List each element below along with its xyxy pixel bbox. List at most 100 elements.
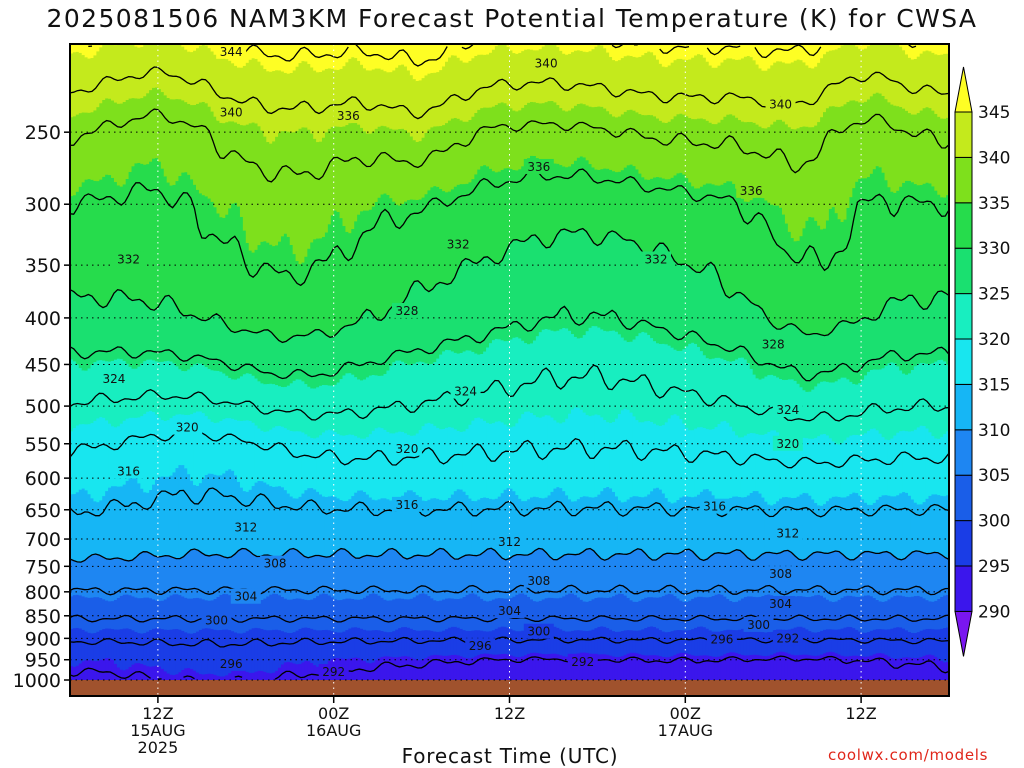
contour-label-bg: [494, 603, 525, 619]
credit-link[interactable]: coolwx.com/models: [828, 746, 989, 764]
temperature-band-cell: [453, 44, 458, 57]
temperature-band-cell: [154, 158, 159, 310]
temperature-band-cell: [275, 385, 279, 427]
temperature-band-cell: [576, 104, 581, 159]
temperature-band-cell: [849, 44, 853, 102]
temperature-band-cell: [339, 68, 344, 128]
temperature-band-cell: [670, 62, 675, 120]
temperature-band-cell: [143, 303, 147, 362]
temperature-band-cell: [787, 323, 792, 380]
contour-label: 292: [772, 630, 803, 646]
temperature-band-cell: [893, 496, 897, 558]
temperature-band-cell: [916, 657, 921, 681]
temperature-band-cell: [316, 44, 320, 73]
temperature-band-cell: [304, 599, 308, 629]
temperature-band-cell: [632, 44, 637, 58]
temperature-band-cell: [940, 437, 944, 497]
contour-label: 304: [765, 595, 796, 611]
temperature-band-cell: [565, 44, 569, 56]
temperature-band-cell: [146, 411, 150, 494]
temperature-band-cell: [588, 164, 593, 238]
temperature-band-cell: [491, 499, 496, 550]
temperature-band-cell: [477, 499, 481, 556]
temperature-band-cell: [330, 430, 335, 497]
temperature-band-cell: [828, 498, 833, 554]
temperature-band-cell: [316, 630, 320, 668]
temperature-band-cell: [565, 328, 569, 420]
temperature-band-cell: [90, 660, 95, 681]
temperature-band-cell: [910, 295, 915, 371]
temperature-band-cell: [436, 498, 440, 551]
temperature-band-cell: [538, 653, 543, 681]
temperature-band-cell: [163, 44, 168, 96]
temperature-band-cell: [729, 297, 733, 363]
temperature-band-cell: [272, 141, 276, 247]
temperature-band-cell: [761, 70, 766, 129]
temperature-band-cell: [779, 61, 783, 121]
temperature-band-cell: [820, 44, 824, 59]
temperature-band-cell: [427, 364, 431, 424]
temperature-band-cell: [102, 44, 106, 101]
temperature-band-cell: [116, 558, 121, 599]
temperature-band-cell: [175, 99, 180, 182]
temperature-band-cell: [304, 44, 308, 63]
temperature-band-cell: [828, 333, 833, 384]
temperature-band-cell: [128, 595, 133, 630]
contour-label-bg: [736, 182, 767, 198]
temperature-band-cell: [784, 601, 789, 631]
temperature-band-cell: [333, 335, 338, 386]
temperature-band-cell: [600, 329, 604, 418]
temperature-band-cell: [298, 44, 303, 64]
temperature-band-cell: [70, 359, 74, 432]
temperature-band-cell: [506, 340, 511, 428]
temperature-band-cell: [820, 595, 824, 632]
contour-label-text: 308: [264, 557, 287, 571]
temperature-band-cell: [201, 44, 206, 103]
temperature-band-cell: [131, 368, 136, 419]
temperature-band-cell: [705, 120, 710, 185]
temperature-band-cell: [518, 169, 522, 242]
temperature-band-cell: [134, 557, 138, 599]
temperature-band-cell: [90, 296, 95, 366]
temperature-band-cell: [823, 228, 827, 337]
temperature-band-cell: [494, 263, 499, 340]
temperature-band-cell: [81, 488, 86, 562]
temperature-band-cell: [793, 44, 798, 62]
temperature-band-cell: [275, 594, 279, 631]
temperature-band-cell: [119, 595, 124, 630]
temperature-band-cell: [201, 195, 206, 322]
temperature-band-cell: [503, 103, 508, 170]
temperature-band-cell: [459, 656, 464, 681]
temperature-band-cell: [295, 379, 300, 432]
contour-label-bg: [443, 236, 474, 252]
temperature-band-cell: [773, 205, 777, 329]
temperature-band-cell: [899, 46, 903, 108]
contour-label-bg: [765, 595, 796, 611]
temperature-band-cell: [702, 119, 707, 186]
temperature-band-cell: [937, 44, 941, 56]
temperature-band-cell: [266, 630, 270, 674]
temperature-band-cell: [609, 488, 613, 558]
temperature-band-cell: [735, 44, 739, 61]
temperature-band-cell: [509, 241, 514, 341]
temperature-band-cell: [632, 601, 637, 632]
temperature-band-cell: [181, 557, 185, 598]
temperature-band-cell: [562, 110, 566, 168]
temperature-band-cell: [943, 434, 947, 497]
temperature-band-cell: [462, 491, 467, 557]
temperature-band-cell: [330, 597, 335, 632]
temperature-band-cell: [705, 655, 710, 681]
temperature-band-cell: [389, 632, 393, 658]
temperature-band-cell: [102, 557, 106, 600]
temperature-band-cell: [518, 240, 522, 340]
temperature-band-cell: [825, 652, 830, 681]
temperature-band-cell: [682, 44, 686, 61]
temperature-band-cell: [105, 491, 109, 560]
temperature-band-cell: [260, 430, 264, 482]
temperature-band-cell: [122, 184, 127, 294]
temperature-band-cell: [667, 593, 672, 633]
temperature-band-cell: [427, 73, 431, 131]
temperature-band-cell: [925, 600, 930, 630]
temperature-band-cell: [242, 230, 247, 331]
temperature-band-cell: [363, 131, 367, 212]
